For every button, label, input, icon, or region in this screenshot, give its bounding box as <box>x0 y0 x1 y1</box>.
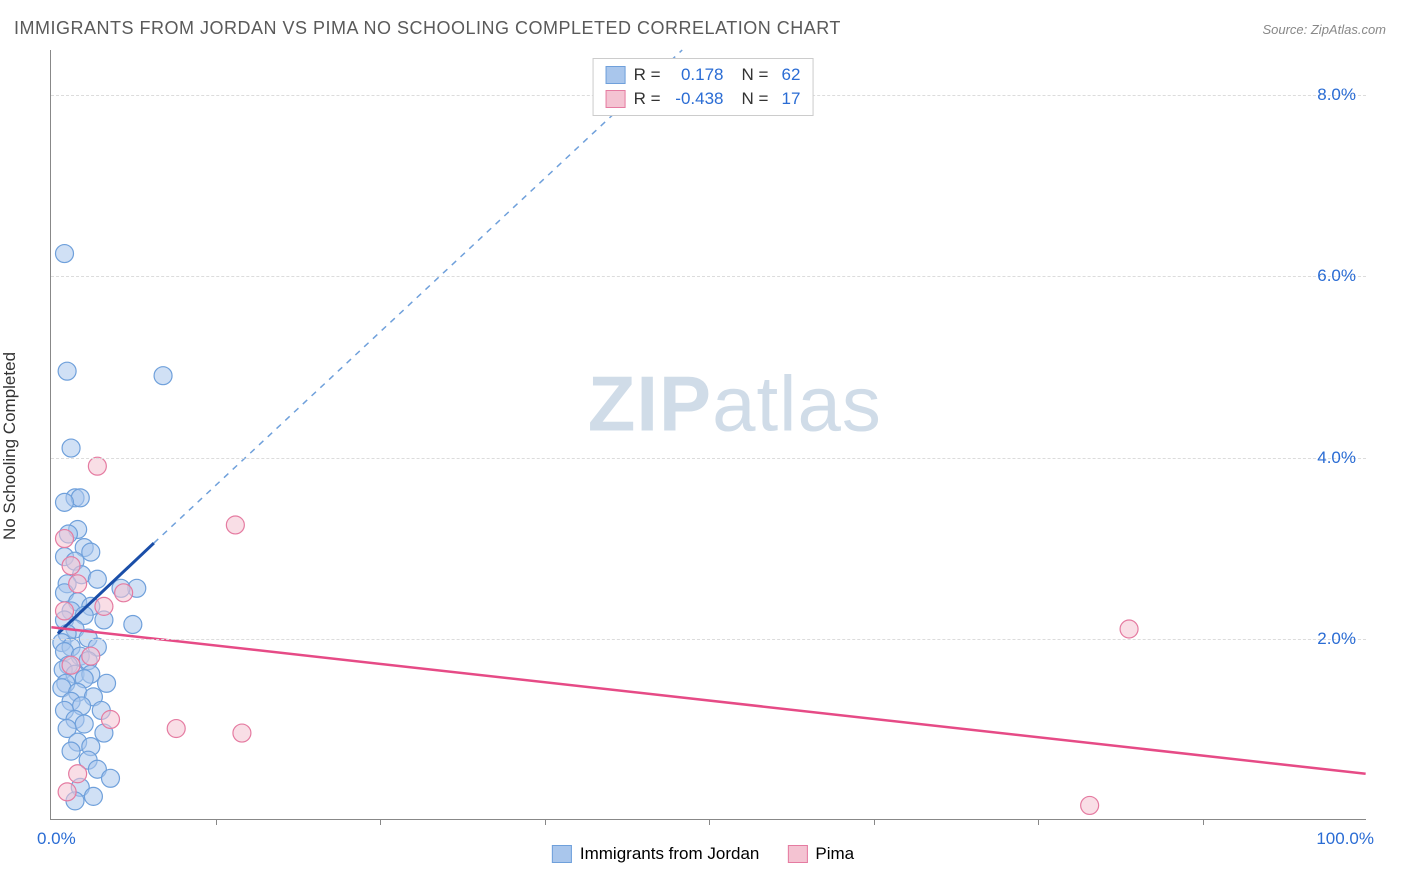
x-tick <box>380 819 381 825</box>
plot-area: ZIPatlas 0.0% 100.0% 2.0%4.0%6.0%8.0% <box>50 50 1366 820</box>
gridline <box>51 639 1366 640</box>
legend-item-pima: Pima <box>787 844 854 864</box>
y-tick-label: 4.0% <box>1317 448 1356 468</box>
data-point <box>88 457 106 475</box>
x-tick <box>545 819 546 825</box>
data-point <box>82 647 100 665</box>
data-point <box>62 439 80 457</box>
series-legend: Immigrants from Jordan Pima <box>552 844 854 864</box>
data-point <box>84 787 102 805</box>
data-point <box>69 765 87 783</box>
data-point <box>115 584 133 602</box>
data-point <box>167 720 185 738</box>
data-point <box>62 557 80 575</box>
trend-line <box>51 627 1365 774</box>
legend-item-jordan: Immigrants from Jordan <box>552 844 760 864</box>
data-point <box>71 489 89 507</box>
trend-extrapolation <box>154 50 682 543</box>
data-point <box>1081 796 1099 814</box>
data-point <box>102 710 120 728</box>
x-tick <box>874 819 875 825</box>
chart-svg <box>51 50 1366 819</box>
data-point <box>62 742 80 760</box>
y-tick-label: 6.0% <box>1317 266 1356 286</box>
data-point <box>95 597 113 615</box>
data-point <box>1120 620 1138 638</box>
data-point <box>98 674 116 692</box>
x-axis-min-label: 0.0% <box>37 829 76 849</box>
swatch-pima-icon <box>787 845 807 863</box>
data-point <box>56 602 74 620</box>
data-point <box>154 367 172 385</box>
data-point <box>69 575 87 593</box>
chart-title: IMMIGRANTS FROM JORDAN VS PIMA NO SCHOOL… <box>14 18 841 39</box>
gridline <box>51 458 1366 459</box>
data-point <box>124 615 142 633</box>
chart-source: Source: ZipAtlas.com <box>1262 22 1386 37</box>
gridline <box>51 276 1366 277</box>
data-point <box>56 493 74 511</box>
data-point <box>82 543 100 561</box>
swatch-jordan-icon <box>552 845 572 863</box>
data-point <box>56 245 74 263</box>
y-tick-label: 2.0% <box>1317 629 1356 649</box>
y-axis-title: No Schooling Completed <box>0 352 20 540</box>
x-tick <box>1038 819 1039 825</box>
x-tick <box>709 819 710 825</box>
x-tick <box>1203 819 1204 825</box>
data-point <box>58 362 76 380</box>
correlation-legend: R = 0.178 N = 62 R = -0.438 N = 17 <box>593 58 814 116</box>
x-tick <box>216 819 217 825</box>
legend-row-jordan: R = 0.178 N = 62 <box>606 63 801 87</box>
swatch-pima-icon <box>606 90 626 108</box>
swatch-jordan-icon <box>606 66 626 84</box>
data-point <box>56 530 74 548</box>
data-point <box>58 783 76 801</box>
x-axis-max-label: 100.0% <box>1316 829 1374 849</box>
legend-row-pima: R = -0.438 N = 17 <box>606 87 801 111</box>
data-point <box>88 570 106 588</box>
data-point <box>233 724 251 742</box>
data-point <box>75 715 93 733</box>
data-point <box>226 516 244 534</box>
data-point <box>102 769 120 787</box>
y-tick-label: 8.0% <box>1317 85 1356 105</box>
data-point <box>62 656 80 674</box>
